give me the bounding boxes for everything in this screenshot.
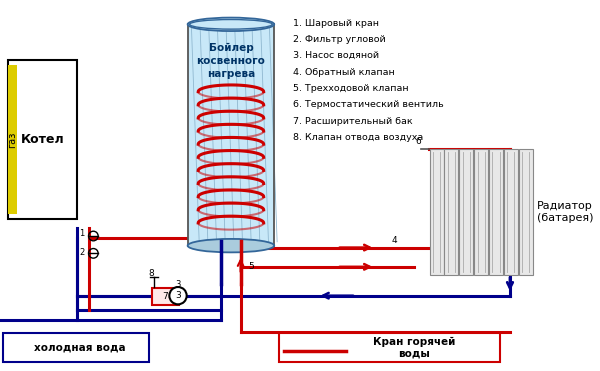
Text: 1. Шаровый кран: 1. Шаровый кран	[293, 19, 379, 27]
Bar	[279, 333, 500, 362]
Bar	[519, 150, 533, 275]
Bar	[474, 150, 488, 275]
Text: 3: 3	[175, 280, 181, 289]
Bar	[3, 333, 149, 362]
Bar	[8, 65, 17, 214]
Ellipse shape	[188, 17, 274, 31]
Bar	[489, 150, 503, 275]
Text: 3. Насос водяной: 3. Насос водяной	[293, 51, 380, 60]
Text: холодная вода: холодная вода	[34, 343, 125, 353]
Text: 6. Термостатический вентиль: 6. Термостатический вентиль	[293, 100, 444, 109]
Text: 5. Трехходовой клапан: 5. Трехходовой клапан	[293, 84, 409, 93]
Ellipse shape	[188, 239, 274, 252]
Bar	[188, 24, 274, 246]
Text: 7: 7	[163, 292, 169, 301]
Ellipse shape	[190, 20, 272, 29]
Text: газ: газ	[8, 131, 17, 148]
Text: 5: 5	[248, 262, 254, 271]
Text: 2. Фильтр угловой: 2. Фильтр угловой	[293, 35, 386, 44]
Text: 4. Обратный клапан: 4. Обратный клапан	[293, 68, 395, 77]
Text: 7. Расширительный бак: 7. Расширительный бак	[293, 117, 413, 126]
Bar	[152, 288, 179, 305]
Text: 6: 6	[416, 137, 421, 146]
Bar	[460, 150, 473, 275]
Text: 2: 2	[79, 248, 84, 257]
Bar	[430, 150, 443, 275]
Text: 8: 8	[148, 269, 154, 278]
Text: Бойлер
косвенного
нагрева: Бойлер косвенного нагрева	[196, 43, 265, 79]
Bar	[8, 60, 77, 219]
Text: 4: 4	[392, 236, 397, 245]
Text: 8. Клапан отвода воздуха: 8. Клапан отвода воздуха	[293, 133, 424, 142]
Bar	[445, 150, 458, 275]
Text: Котел: Котел	[20, 133, 64, 146]
Text: Кран горячей
воды: Кран горячей воды	[373, 337, 455, 358]
Text: 3: 3	[175, 291, 181, 300]
Text: 1: 1	[79, 229, 84, 238]
Circle shape	[169, 287, 187, 304]
Text: Радиатор
(батарея): Радиатор (батарея)	[537, 201, 593, 223]
Bar	[504, 150, 518, 275]
